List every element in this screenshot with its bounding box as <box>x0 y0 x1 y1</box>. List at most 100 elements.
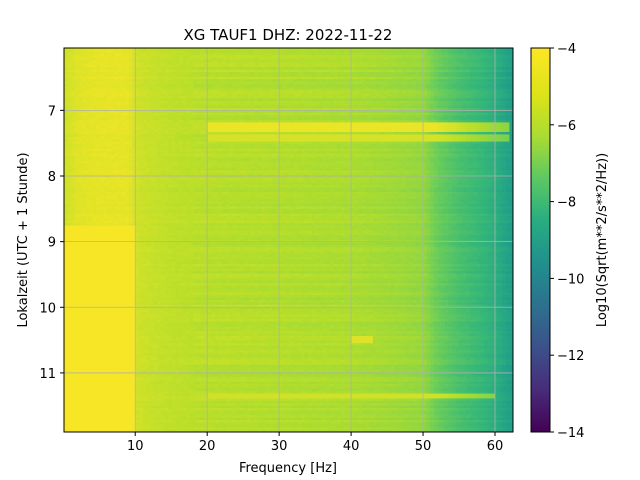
heatmap-cell <box>441 76 446 80</box>
heatmap-cell <box>358 112 363 116</box>
heatmap-cell <box>304 88 309 92</box>
heatmap-cell <box>236 91 241 95</box>
heatmap-cell <box>376 88 381 92</box>
heatmap-cell <box>164 115 169 119</box>
heatmap-cell <box>473 98 478 102</box>
heatmap-cell <box>214 136 220 140</box>
heatmap-cell <box>301 100 306 104</box>
heatmap-cell <box>193 55 198 59</box>
heatmap-cell <box>146 110 151 114</box>
heatmap-cell <box>340 134 345 138</box>
heatmap-cell <box>480 57 485 61</box>
heatmap-cell <box>272 60 277 63</box>
heatmap-cell <box>297 50 302 54</box>
heatmap-cell <box>247 127 252 131</box>
heatmap-cell <box>376 81 381 85</box>
heatmap-cell <box>175 74 180 78</box>
heatmap-cell <box>412 81 417 85</box>
heatmap-cell <box>74 96 79 99</box>
heatmap-cell <box>308 64 313 68</box>
heatmap-cell <box>272 136 277 140</box>
heatmap-cell <box>171 139 176 143</box>
heatmap-cell <box>455 62 460 66</box>
heatmap-cell <box>398 91 403 95</box>
heatmap-cell <box>336 79 342 83</box>
heatmap-cell <box>232 88 238 92</box>
heatmap-cell <box>498 67 503 71</box>
heatmap-cell <box>204 81 209 85</box>
heatmap-cell <box>311 100 317 104</box>
heatmap-cell <box>408 134 414 138</box>
heatmap-cell <box>247 98 252 102</box>
heatmap-cell <box>164 108 169 111</box>
heatmap-cell <box>211 136 216 140</box>
heatmap-cell <box>200 108 205 111</box>
heatmap-cell <box>236 139 241 143</box>
heatmap-cell <box>315 72 320 75</box>
heatmap-cell <box>135 88 141 92</box>
heatmap-cell <box>344 81 349 85</box>
heatmap-cell <box>290 79 295 83</box>
heatmap-cell <box>466 93 471 97</box>
heatmap-cell <box>211 122 216 126</box>
heatmap-cell <box>272 81 277 85</box>
heatmap-cell <box>469 57 475 61</box>
heatmap-cell <box>125 74 130 78</box>
heatmap-cell <box>319 98 324 102</box>
heatmap-cell <box>96 50 101 54</box>
heatmap-cell <box>67 62 72 66</box>
heatmap-cell <box>308 86 313 90</box>
heatmap-cell <box>186 50 191 54</box>
heatmap-cell <box>89 81 94 85</box>
heatmap-cell <box>250 127 255 131</box>
heatmap-cell <box>358 50 363 54</box>
heatmap-cell <box>498 96 503 99</box>
heatmap-cell <box>207 91 212 95</box>
heatmap-cell <box>387 88 392 92</box>
heatmap-cell <box>509 124 513 128</box>
heatmap-cell <box>322 98 327 102</box>
heatmap-cell <box>250 88 255 92</box>
heatmap-cell <box>85 132 90 135</box>
heatmap-cell <box>207 69 212 73</box>
heatmap-cell <box>380 136 385 140</box>
heatmap-cell <box>214 98 220 102</box>
heatmap-cell <box>380 76 385 80</box>
heatmap-cell <box>225 115 230 119</box>
heatmap-cell <box>110 139 115 143</box>
heatmap-cell <box>505 129 511 133</box>
heatmap-cell <box>240 141 245 145</box>
heatmap-cell <box>265 57 270 61</box>
heatmap-cell <box>160 88 166 92</box>
heatmap-cell <box>89 139 94 143</box>
heatmap-cell <box>207 122 212 126</box>
heatmap-cell <box>351 57 356 61</box>
heatmap-cell <box>419 127 424 131</box>
heatmap-cell <box>178 96 184 99</box>
heatmap-cell <box>229 117 234 121</box>
heatmap-cell <box>491 103 496 107</box>
heatmap-cell <box>423 57 428 61</box>
heatmap-cell <box>372 55 378 59</box>
heatmap-cell <box>110 52 115 56</box>
heatmap-cell <box>117 105 123 109</box>
heatmap-cell <box>322 112 327 116</box>
heatmap-cell <box>491 48 496 51</box>
heatmap-cell <box>196 62 202 66</box>
heatmap-cell <box>430 132 435 135</box>
heatmap-cell <box>308 50 313 54</box>
heatmap-cell <box>462 103 467 107</box>
heatmap-cell <box>372 72 378 75</box>
heatmap-cell <box>132 124 137 128</box>
heatmap-cell <box>484 67 489 71</box>
heatmap-cell <box>153 127 158 131</box>
heatmap-cell <box>272 93 277 97</box>
heatmap-cell <box>211 110 216 114</box>
heatmap-cell <box>243 50 248 54</box>
heatmap-cell <box>383 136 388 140</box>
heatmap-cell <box>283 81 288 85</box>
heatmap-cell <box>67 91 72 95</box>
heatmap-cell <box>182 79 187 83</box>
heatmap-cell <box>204 122 209 126</box>
heatmap-cell <box>416 76 421 80</box>
